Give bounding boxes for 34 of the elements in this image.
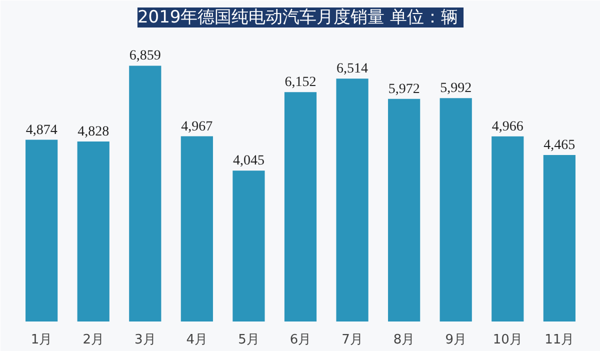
x-tick-label: 8月 (393, 332, 415, 348)
data-label: 4,967 (181, 119, 213, 134)
bar (284, 92, 317, 322)
data-label: 6,859 (129, 48, 161, 64)
x-tick-label: 5月 (238, 332, 260, 348)
bar (180, 136, 213, 322)
data-label: 4,966 (492, 119, 524, 134)
chart-title: 2019年德国纯电动汽车月度销量 单位：辆 (137, 8, 458, 28)
bar (388, 98, 420, 322)
bar (492, 136, 524, 322)
data-label: 6,514 (336, 62, 368, 77)
data-label: 4,465 (544, 138, 576, 154)
x-tick-label: 6月 (290, 332, 312, 348)
data-label: 6,152 (284, 75, 316, 90)
data-label: 4,828 (78, 124, 110, 140)
x-tick-label: 7月 (342, 332, 363, 348)
bar (26, 140, 58, 322)
x-tick-label: 9月 (445, 332, 467, 348)
data-label: 5,972 (388, 82, 420, 97)
data-label: 4,045 (232, 154, 264, 169)
x-tick-label: 11月 (544, 332, 574, 348)
x-tick-label: 1月 (30, 332, 52, 348)
x-tick-label: 2月 (82, 332, 104, 348)
bar (336, 78, 368, 322)
bar (543, 155, 576, 322)
x-tick-label: 3月 (134, 332, 156, 348)
bar (232, 170, 265, 322)
bar (129, 66, 162, 322)
x-tick-label: 4月 (186, 332, 208, 348)
data-label: 4,874 (26, 122, 58, 138)
bar (77, 141, 110, 322)
x-tick-label: 10月 (492, 332, 522, 348)
data-label: 5,992 (440, 81, 472, 96)
bar (440, 98, 472, 322)
